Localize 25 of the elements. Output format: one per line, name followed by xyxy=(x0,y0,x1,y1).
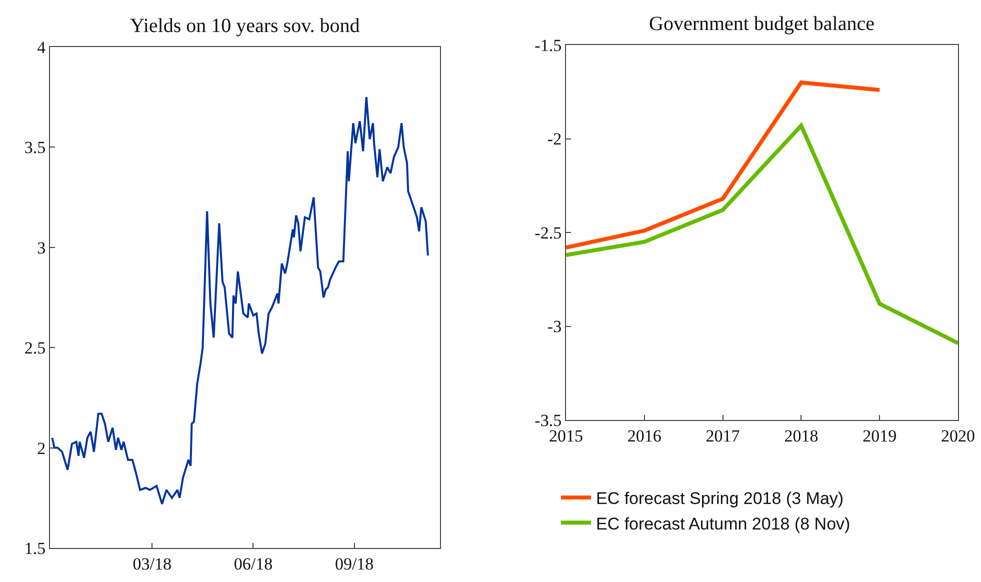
legend-label: EC forecast Autumn 2018 (8 Nov) xyxy=(596,514,850,534)
x-tick-label: 09/18 xyxy=(334,554,374,574)
y-tick-label: 2 xyxy=(37,438,46,458)
line-series xyxy=(566,80,882,250)
y-tick-label: -2 xyxy=(547,130,562,149)
line-series xyxy=(566,124,958,346)
x-tick-label: 2019 xyxy=(862,426,897,446)
x-tick-label: 2020 xyxy=(941,426,975,446)
line-series xyxy=(51,96,429,505)
x-tick-label: 2018 xyxy=(784,426,818,446)
x-tick-label: 2016 xyxy=(627,426,662,446)
y-tick-label: -2.5 xyxy=(534,223,562,242)
y-tick-label: 3 xyxy=(37,238,46,258)
y-tick-label: 3.5 xyxy=(24,138,46,158)
x-tick-label: 06/18 xyxy=(234,554,273,574)
legend-label: EC forecast Spring 2018 (3 May) xyxy=(596,489,844,508)
y-tick-label: 1.5 xyxy=(24,538,46,558)
x-tick-label: 2017 xyxy=(706,426,740,446)
y-tick-label: 2.5 xyxy=(24,338,46,358)
y-tick-label: -3 xyxy=(547,317,562,336)
y-tick-label: 4 xyxy=(37,38,46,57)
chart-title: Yields on 10 years sov. bond xyxy=(130,15,360,37)
x-tick-label: 03/18 xyxy=(132,554,172,574)
y-tick-label: -1.5 xyxy=(534,36,562,55)
chart-title: Government budget balance xyxy=(649,13,875,35)
